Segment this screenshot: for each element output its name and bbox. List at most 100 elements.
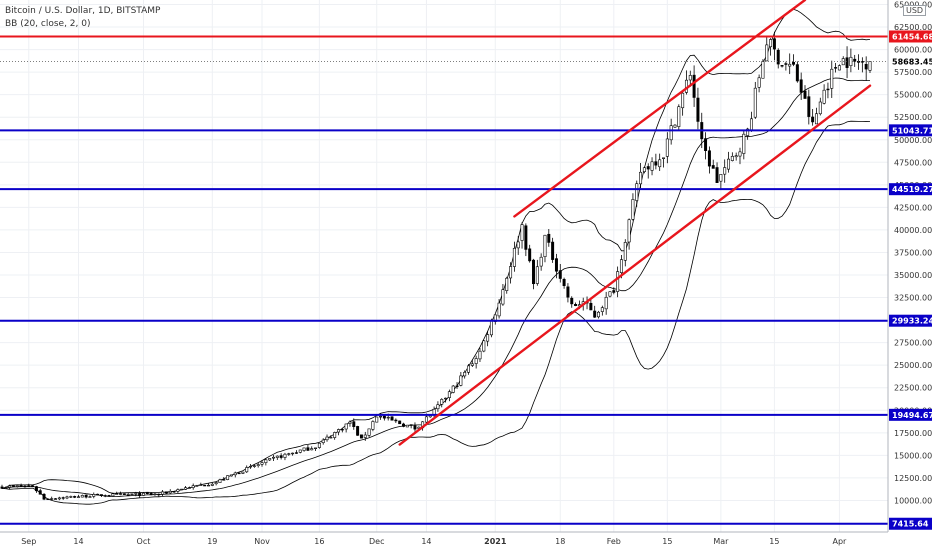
candle-body — [298, 449, 302, 453]
currency-badge[interactable]: USD — [903, 5, 927, 16]
candle-body — [50, 498, 54, 500]
candle-body — [554, 258, 558, 272]
price-axis[interactable]: 65000.0062500.0060000.0057500.0055000.00… — [887, 0, 932, 532]
candle-body — [65, 496, 69, 499]
y-tick-label: 62500.00 — [894, 23, 932, 32]
candle-body — [765, 44, 769, 62]
candle-body — [359, 434, 363, 439]
candle-body — [830, 68, 834, 89]
candle-body — [665, 138, 669, 157]
candle-body — [688, 75, 692, 81]
candle-body — [436, 404, 440, 410]
candle-body — [692, 74, 696, 98]
level-badge — [889, 408, 932, 421]
candle-body — [38, 490, 42, 495]
candle-body — [4, 487, 8, 489]
candle-body — [562, 278, 566, 286]
candle-body — [558, 270, 562, 279]
x-tick-label: 2021 — [484, 537, 507, 546]
candle-body — [275, 455, 279, 458]
time-axis[interactable]: Sep 14 Oct 19 Nov 16 Dec 14 2021 18 Feb 15 Mar 15 Apr — [0, 531, 888, 546]
candle-body — [780, 65, 784, 67]
candle-body — [489, 320, 493, 336]
candle-body — [524, 225, 528, 250]
candle-body — [604, 296, 608, 310]
horizontal-levels — [0, 35, 888, 525]
x-tick-label: Feb — [607, 537, 621, 546]
candle-body — [539, 256, 543, 267]
candle-body — [822, 89, 826, 104]
y-tick-label: 52500.00 — [894, 113, 932, 122]
candle-body — [470, 363, 474, 366]
candle-body — [853, 58, 857, 62]
candle-body — [23, 485, 27, 488]
candle-body — [88, 496, 92, 498]
candle-body — [226, 475, 230, 480]
candle-body — [111, 493, 115, 497]
y-tick-label: 50000.00 — [894, 136, 932, 145]
candle-body — [283, 453, 287, 458]
candle-body — [119, 493, 123, 495]
candle-body — [130, 493, 134, 496]
candle-body — [76, 496, 80, 498]
candle-body — [704, 138, 708, 151]
candle-body — [868, 61, 872, 71]
candle-body — [157, 493, 161, 496]
candle-body — [164, 491, 168, 494]
candle-body — [379, 416, 383, 418]
candle-body — [467, 365, 470, 373]
x-tick-label: 15 — [662, 537, 672, 546]
candle-body — [138, 492, 142, 496]
candle-body — [103, 495, 107, 497]
candle-body — [241, 471, 245, 474]
candle-body — [444, 397, 448, 400]
candle-body — [344, 423, 348, 430]
chart-legend: Bitcoin / U.S. Dollar, 1D, BITSTAMP BB (… — [5, 5, 160, 31]
candle-body — [325, 436, 329, 441]
candle-body — [528, 248, 532, 262]
candle-body — [69, 496, 73, 498]
candle-body — [409, 424, 413, 426]
level-badge-label: 61454.68 — [892, 32, 932, 41]
candle-body — [317, 442, 321, 448]
candle-body — [639, 171, 643, 185]
candle-body — [635, 183, 639, 201]
candle-body — [222, 479, 226, 481]
candle-body — [84, 494, 88, 498]
candle-body — [80, 495, 84, 498]
candle-body — [134, 493, 138, 495]
candle-body — [837, 65, 841, 71]
x-tick-label: Apr — [832, 537, 847, 546]
candle-body — [811, 116, 815, 123]
candle-body — [738, 151, 742, 157]
candle-body — [551, 241, 555, 260]
candle-body — [340, 428, 344, 431]
candle-body — [356, 426, 360, 436]
candle-body — [482, 340, 486, 352]
candle-body — [249, 465, 253, 468]
candle-body — [662, 157, 666, 159]
candle-body — [126, 494, 130, 496]
level-badge — [889, 124, 932, 137]
candle-body — [826, 88, 830, 91]
candle-body — [543, 234, 547, 257]
candle-body — [486, 334, 490, 342]
candle-body — [600, 307, 604, 312]
candle-body — [321, 439, 325, 443]
candle-body — [314, 447, 318, 449]
candle-body — [509, 266, 513, 279]
candle-body — [206, 484, 210, 487]
candle-body — [337, 429, 340, 433]
candle-body — [788, 63, 792, 67]
trend-line — [513, 0, 807, 218]
candle-body — [402, 423, 405, 427]
candle-body — [807, 96, 811, 117]
candle-body — [199, 484, 203, 486]
candle-body — [294, 452, 298, 454]
candle-body — [478, 350, 482, 360]
candle-body — [593, 310, 597, 318]
candle-body — [214, 482, 218, 485]
y-tick-label: 37500.00 — [894, 248, 932, 257]
candle-body — [516, 241, 520, 249]
